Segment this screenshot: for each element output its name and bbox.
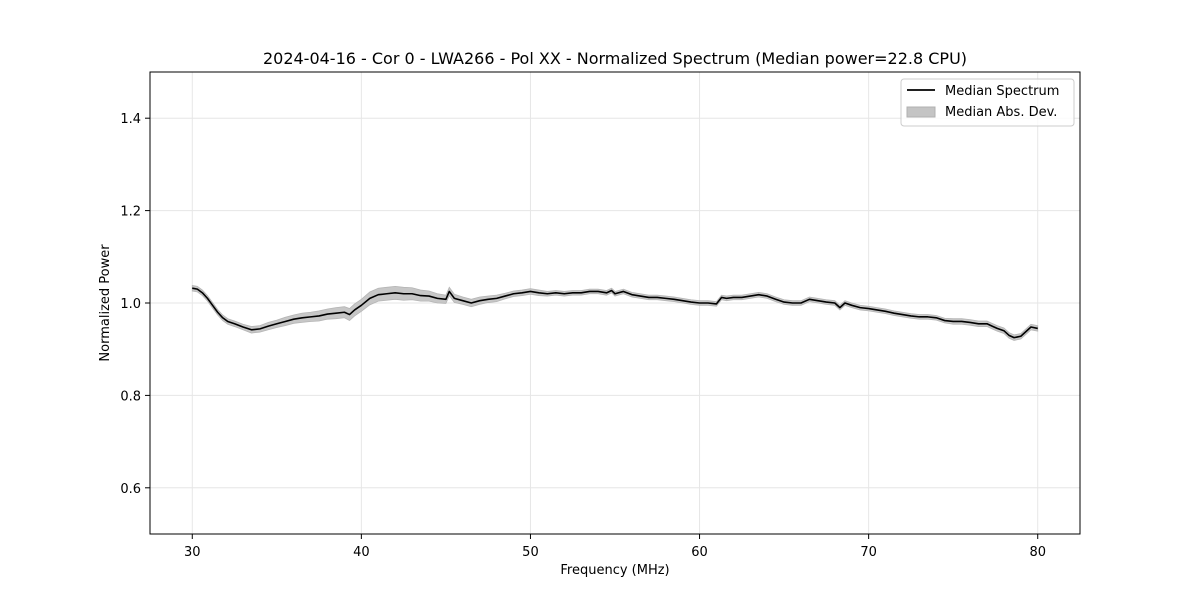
- mad-band-layer: [191, 284, 1039, 341]
- median-spectrum-line: [192, 287, 1038, 339]
- x-tick-label: 30: [184, 545, 201, 560]
- legend: Median Spectrum Median Abs. Dev.: [900, 78, 1075, 127]
- legend-mad-label: Median Abs. Dev.: [945, 105, 1057, 120]
- median-line-layer: [192, 287, 1038, 339]
- y-tick-label: 1.4: [120, 112, 141, 127]
- y-tick-label: 1.2: [120, 205, 141, 220]
- y-axis: 0.6 0.8 1.0 1.2 1.4: [120, 112, 150, 497]
- y-tick-label: 0.6: [120, 482, 141, 497]
- legend-mad-swatch: [906, 106, 936, 118]
- x-axis: 30 40 50 60 70 80: [184, 534, 1046, 560]
- x-tick-label: 40: [353, 545, 370, 560]
- x-tick-label: 80: [1029, 545, 1046, 560]
- legend-median-label: Median Spectrum: [945, 84, 1059, 99]
- legend-box: [900, 78, 1075, 127]
- x-tick-label: 50: [522, 545, 539, 560]
- x-tick-label: 60: [691, 545, 708, 560]
- y-tick-label: 1.0: [120, 297, 141, 312]
- y-tick-label: 0.8: [120, 389, 141, 404]
- x-axis-label: Frequency (MHz): [560, 563, 669, 578]
- y-axis-label: Normalized Power: [98, 244, 113, 362]
- mad-band: [191, 284, 1039, 341]
- x-tick-label: 70: [860, 545, 877, 560]
- chart-title: 2024-04-16 - Cor 0 - LWA266 - Pol XX - N…: [263, 49, 967, 68]
